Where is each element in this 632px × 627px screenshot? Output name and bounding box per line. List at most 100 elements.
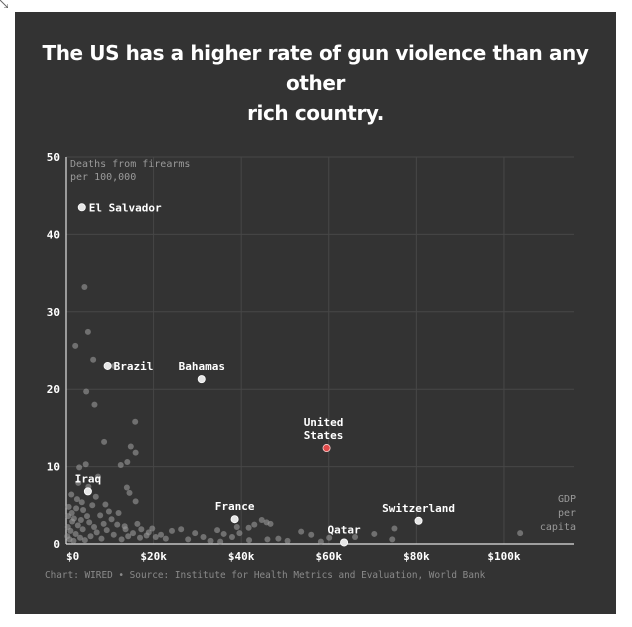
data-point <box>89 502 96 509</box>
grid-lines <box>66 156 574 544</box>
data-point <box>352 534 359 541</box>
x-tick-label: $80k <box>403 550 430 563</box>
data-point <box>267 520 274 527</box>
data-point <box>97 512 104 519</box>
data-point <box>233 523 240 530</box>
data-point <box>65 503 72 510</box>
data-point <box>77 517 84 524</box>
data-point <box>130 530 137 537</box>
data-point <box>246 537 253 544</box>
data-point <box>83 388 90 395</box>
x-tick-label: $60k <box>316 550 343 563</box>
data-point <box>200 534 207 541</box>
data-point <box>122 526 129 533</box>
point-label: United States <box>304 416 344 442</box>
data-point <box>84 513 91 520</box>
chart-title-line-1: The US has a higher rate of gun violence… <box>42 41 589 95</box>
data-point <box>228 534 235 541</box>
data-point <box>98 535 105 542</box>
data-point <box>134 520 141 527</box>
x-tick-label: $40k <box>228 550 255 563</box>
data-point <box>185 536 192 543</box>
labeled-point <box>197 375 206 384</box>
data-point <box>132 418 139 425</box>
data-point <box>149 525 156 532</box>
data-point <box>105 508 112 515</box>
point-label: Qatar <box>328 523 361 536</box>
axes: 0 10 20 30 40 50 $0 $20k $40k $60k $80k $100k <box>47 151 574 563</box>
data-point <box>138 526 145 533</box>
data-point <box>72 342 79 349</box>
point-label: Brazil <box>114 360 154 373</box>
data-point <box>111 362 118 369</box>
data-point <box>284 537 291 544</box>
point-label: Iraq <box>75 472 102 485</box>
resize-handle-icon[interactable] <box>0 0 8 8</box>
data-point <box>76 464 83 471</box>
data-point <box>81 284 88 291</box>
x-axis-label-line-3: capita <box>540 522 576 533</box>
data-point <box>168 527 175 534</box>
data-point <box>86 519 93 526</box>
data-point <box>275 535 282 542</box>
data-point <box>264 536 271 543</box>
data-point <box>317 538 324 545</box>
chart-card: The US has a higher rate of gun violence… <box>15 12 616 614</box>
data-point <box>326 534 333 541</box>
chart-title-line-2: rich country. <box>247 101 384 125</box>
data-point <box>68 491 75 498</box>
labeled-point <box>322 444 331 453</box>
data-point <box>73 505 80 512</box>
data-point <box>207 537 214 544</box>
point-label: Bahamas <box>179 360 225 373</box>
data-point <box>103 527 110 534</box>
data-point <box>371 530 378 537</box>
data-point <box>125 533 132 540</box>
data-point <box>127 443 134 450</box>
data-point <box>80 506 87 513</box>
data-point <box>100 520 107 527</box>
y-tick-label: 40 <box>47 228 60 241</box>
data-point <box>517 530 524 537</box>
labeled-point <box>414 516 423 525</box>
data-point <box>77 534 84 541</box>
y-tick-label: 30 <box>47 306 60 319</box>
data-point <box>245 524 252 531</box>
data-point <box>64 533 71 540</box>
data-point <box>72 530 79 537</box>
data-point <box>87 533 94 540</box>
data-point <box>90 356 97 363</box>
data-point <box>93 529 100 536</box>
data-point <box>91 401 98 408</box>
y-axis-label-line-1: Deaths from firearms <box>70 159 190 170</box>
labeled-point <box>103 361 112 370</box>
labeled-point <box>83 487 92 496</box>
data-point <box>137 534 144 541</box>
labeled-point <box>230 515 239 524</box>
data-point <box>118 536 125 543</box>
data-point <box>391 525 398 532</box>
data-point <box>308 531 315 538</box>
data-point <box>123 484 130 491</box>
point-label: France <box>215 500 255 513</box>
data-point <box>251 521 258 528</box>
data-point <box>214 527 221 534</box>
data-point <box>75 479 82 486</box>
data-point <box>115 510 122 517</box>
data-point <box>79 526 86 533</box>
data-point <box>92 493 99 500</box>
data-point <box>102 501 109 508</box>
data-point <box>117 462 124 469</box>
data-point <box>91 523 98 530</box>
point-label: El Salvador <box>89 201 162 214</box>
data-point <box>64 523 71 530</box>
source-note: Chart: WIRED • Source: Institute for Hea… <box>45 570 486 581</box>
data-point <box>162 535 169 542</box>
x-tick-label: $0 <box>66 550 79 563</box>
data-point <box>110 531 117 538</box>
y-tick-label: 10 <box>47 461 60 474</box>
data-point <box>73 496 80 503</box>
y-tick-label: 50 <box>47 151 60 164</box>
data-point <box>217 538 224 545</box>
x-axis-label-line-1: GDP <box>558 494 576 505</box>
